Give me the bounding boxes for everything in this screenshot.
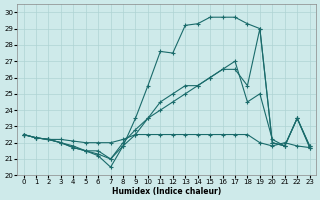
X-axis label: Humidex (Indice chaleur): Humidex (Indice chaleur) bbox=[112, 187, 221, 196]
